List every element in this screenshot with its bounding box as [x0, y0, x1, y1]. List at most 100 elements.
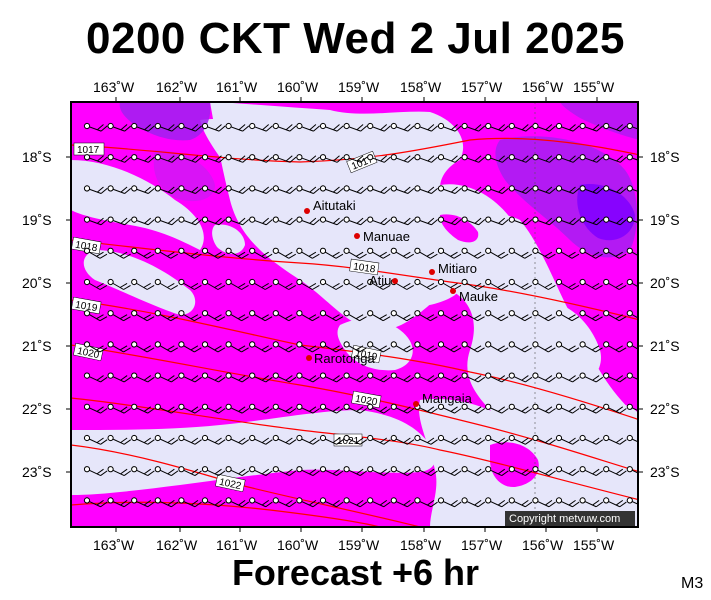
wind-barb — [296, 247, 320, 259]
wind-barb — [83, 216, 108, 226]
wind-barb — [107, 403, 132, 414]
wind-barb — [154, 216, 179, 226]
wind-barb — [201, 466, 226, 476]
wind-barb — [343, 278, 367, 290]
wind-barb — [603, 497, 627, 508]
lon-tick-bottom: 161˚W — [216, 537, 258, 553]
wind-barb — [178, 403, 202, 414]
lon-tick-bottom: 155˚W — [573, 537, 615, 553]
wind-barb — [626, 154, 638, 163]
wind-barb — [603, 434, 627, 445]
wind-barb — [296, 278, 320, 290]
wind-barb — [603, 154, 627, 163]
wind-barb — [131, 185, 155, 195]
wind-barb — [603, 216, 627, 226]
wind-barb — [437, 216, 462, 226]
wind-barb — [603, 403, 627, 414]
wind-barb — [201, 341, 226, 353]
wind-barb — [461, 247, 485, 259]
wind-barb — [390, 372, 415, 383]
wind-barb — [319, 154, 344, 163]
rain-cell-small — [440, 214, 479, 243]
lat-tick-left: 18˚S — [22, 149, 52, 165]
wind-barb — [343, 403, 368, 414]
wind-barb — [555, 154, 580, 163]
lon-tick-top: 158˚W — [400, 79, 442, 95]
wind-barb — [485, 497, 509, 508]
wind-barb — [83, 154, 108, 163]
wind-barb — [579, 122, 604, 132]
wind-barb — [249, 122, 273, 132]
wind-barb — [319, 341, 344, 353]
latitude-axis: 18˚S 19˚S 20˚S 21˚S 22˚S 23˚S 18˚S 19˚S … — [22, 149, 680, 480]
wind-barb — [131, 247, 155, 259]
wind-barb — [437, 247, 462, 259]
wind-barb — [626, 372, 638, 383]
wind-barb — [367, 403, 391, 414]
wind-barb — [437, 434, 462, 445]
wind-barb — [508, 497, 533, 508]
wind-barb — [461, 122, 486, 132]
chart-title: 0200 CKT Wed 2 Jul 2025 — [86, 14, 625, 63]
lon-tick-bottom: 159˚W — [338, 537, 380, 553]
wind-barb — [461, 278, 485, 290]
wind-barb — [485, 434, 509, 445]
wind-barb — [201, 497, 226, 508]
wind-barb — [555, 434, 580, 445]
wind-barb — [131, 434, 155, 445]
wind-barb — [107, 278, 131, 290]
wind-barb — [83, 434, 108, 445]
clear-patch-3 — [212, 224, 245, 254]
wind-barb — [603, 185, 627, 195]
wind-barb — [437, 403, 462, 414]
wind-barb — [367, 372, 391, 383]
wind-barb — [603, 341, 627, 353]
wind-barb — [437, 341, 462, 353]
wind-barb — [485, 341, 509, 353]
wind-barb — [532, 185, 556, 195]
wind-barb — [579, 278, 603, 290]
wind-barb — [579, 403, 604, 414]
wind-barb — [201, 434, 226, 445]
wind-barb — [485, 278, 509, 290]
wind-barb — [603, 372, 627, 383]
lon-tick-top: 162˚W — [156, 79, 198, 95]
wind-barb — [508, 466, 533, 476]
wind-barb — [201, 310, 226, 322]
wind-barb — [555, 185, 580, 195]
wind-barb — [508, 434, 533, 445]
clear-patch-7 — [540, 300, 601, 381]
wind-barb — [83, 310, 108, 322]
wind-barb — [107, 216, 132, 226]
heavy-rain-nw2 — [153, 150, 215, 202]
wind-barb — [532, 497, 556, 508]
wind-barb — [178, 434, 202, 445]
map-field: 1017 1017 1018 1018 1019 1019 — [71, 102, 638, 527]
wind-barb — [83, 122, 108, 132]
wind-barb — [626, 466, 638, 476]
lat-tick-left: 19˚S — [22, 212, 52, 228]
wind-barb — [390, 154, 415, 163]
wind-barb — [201, 154, 226, 163]
wind-barb — [249, 185, 273, 195]
wind-barb — [626, 341, 638, 353]
place-label-mitiaro: Mitiaro — [438, 261, 477, 276]
wind-barb — [532, 466, 556, 476]
wind-barb — [390, 466, 415, 476]
place-marker — [304, 208, 310, 214]
wind-barb — [83, 497, 108, 508]
wind-barb — [390, 403, 415, 414]
wind-barb — [626, 497, 638, 508]
wind-barb — [249, 497, 273, 508]
wind-barb — [461, 372, 486, 383]
wind-barb — [154, 154, 179, 163]
wind-barb — [532, 216, 556, 226]
wind-barb — [508, 372, 533, 383]
place-marker — [354, 233, 360, 239]
wind-barb — [485, 372, 509, 383]
wind-barb — [319, 403, 344, 414]
place-marker — [392, 278, 398, 284]
lon-tick-top: 156˚W — [522, 79, 564, 95]
wind-barb — [296, 403, 320, 414]
wind-barb — [390, 247, 415, 259]
